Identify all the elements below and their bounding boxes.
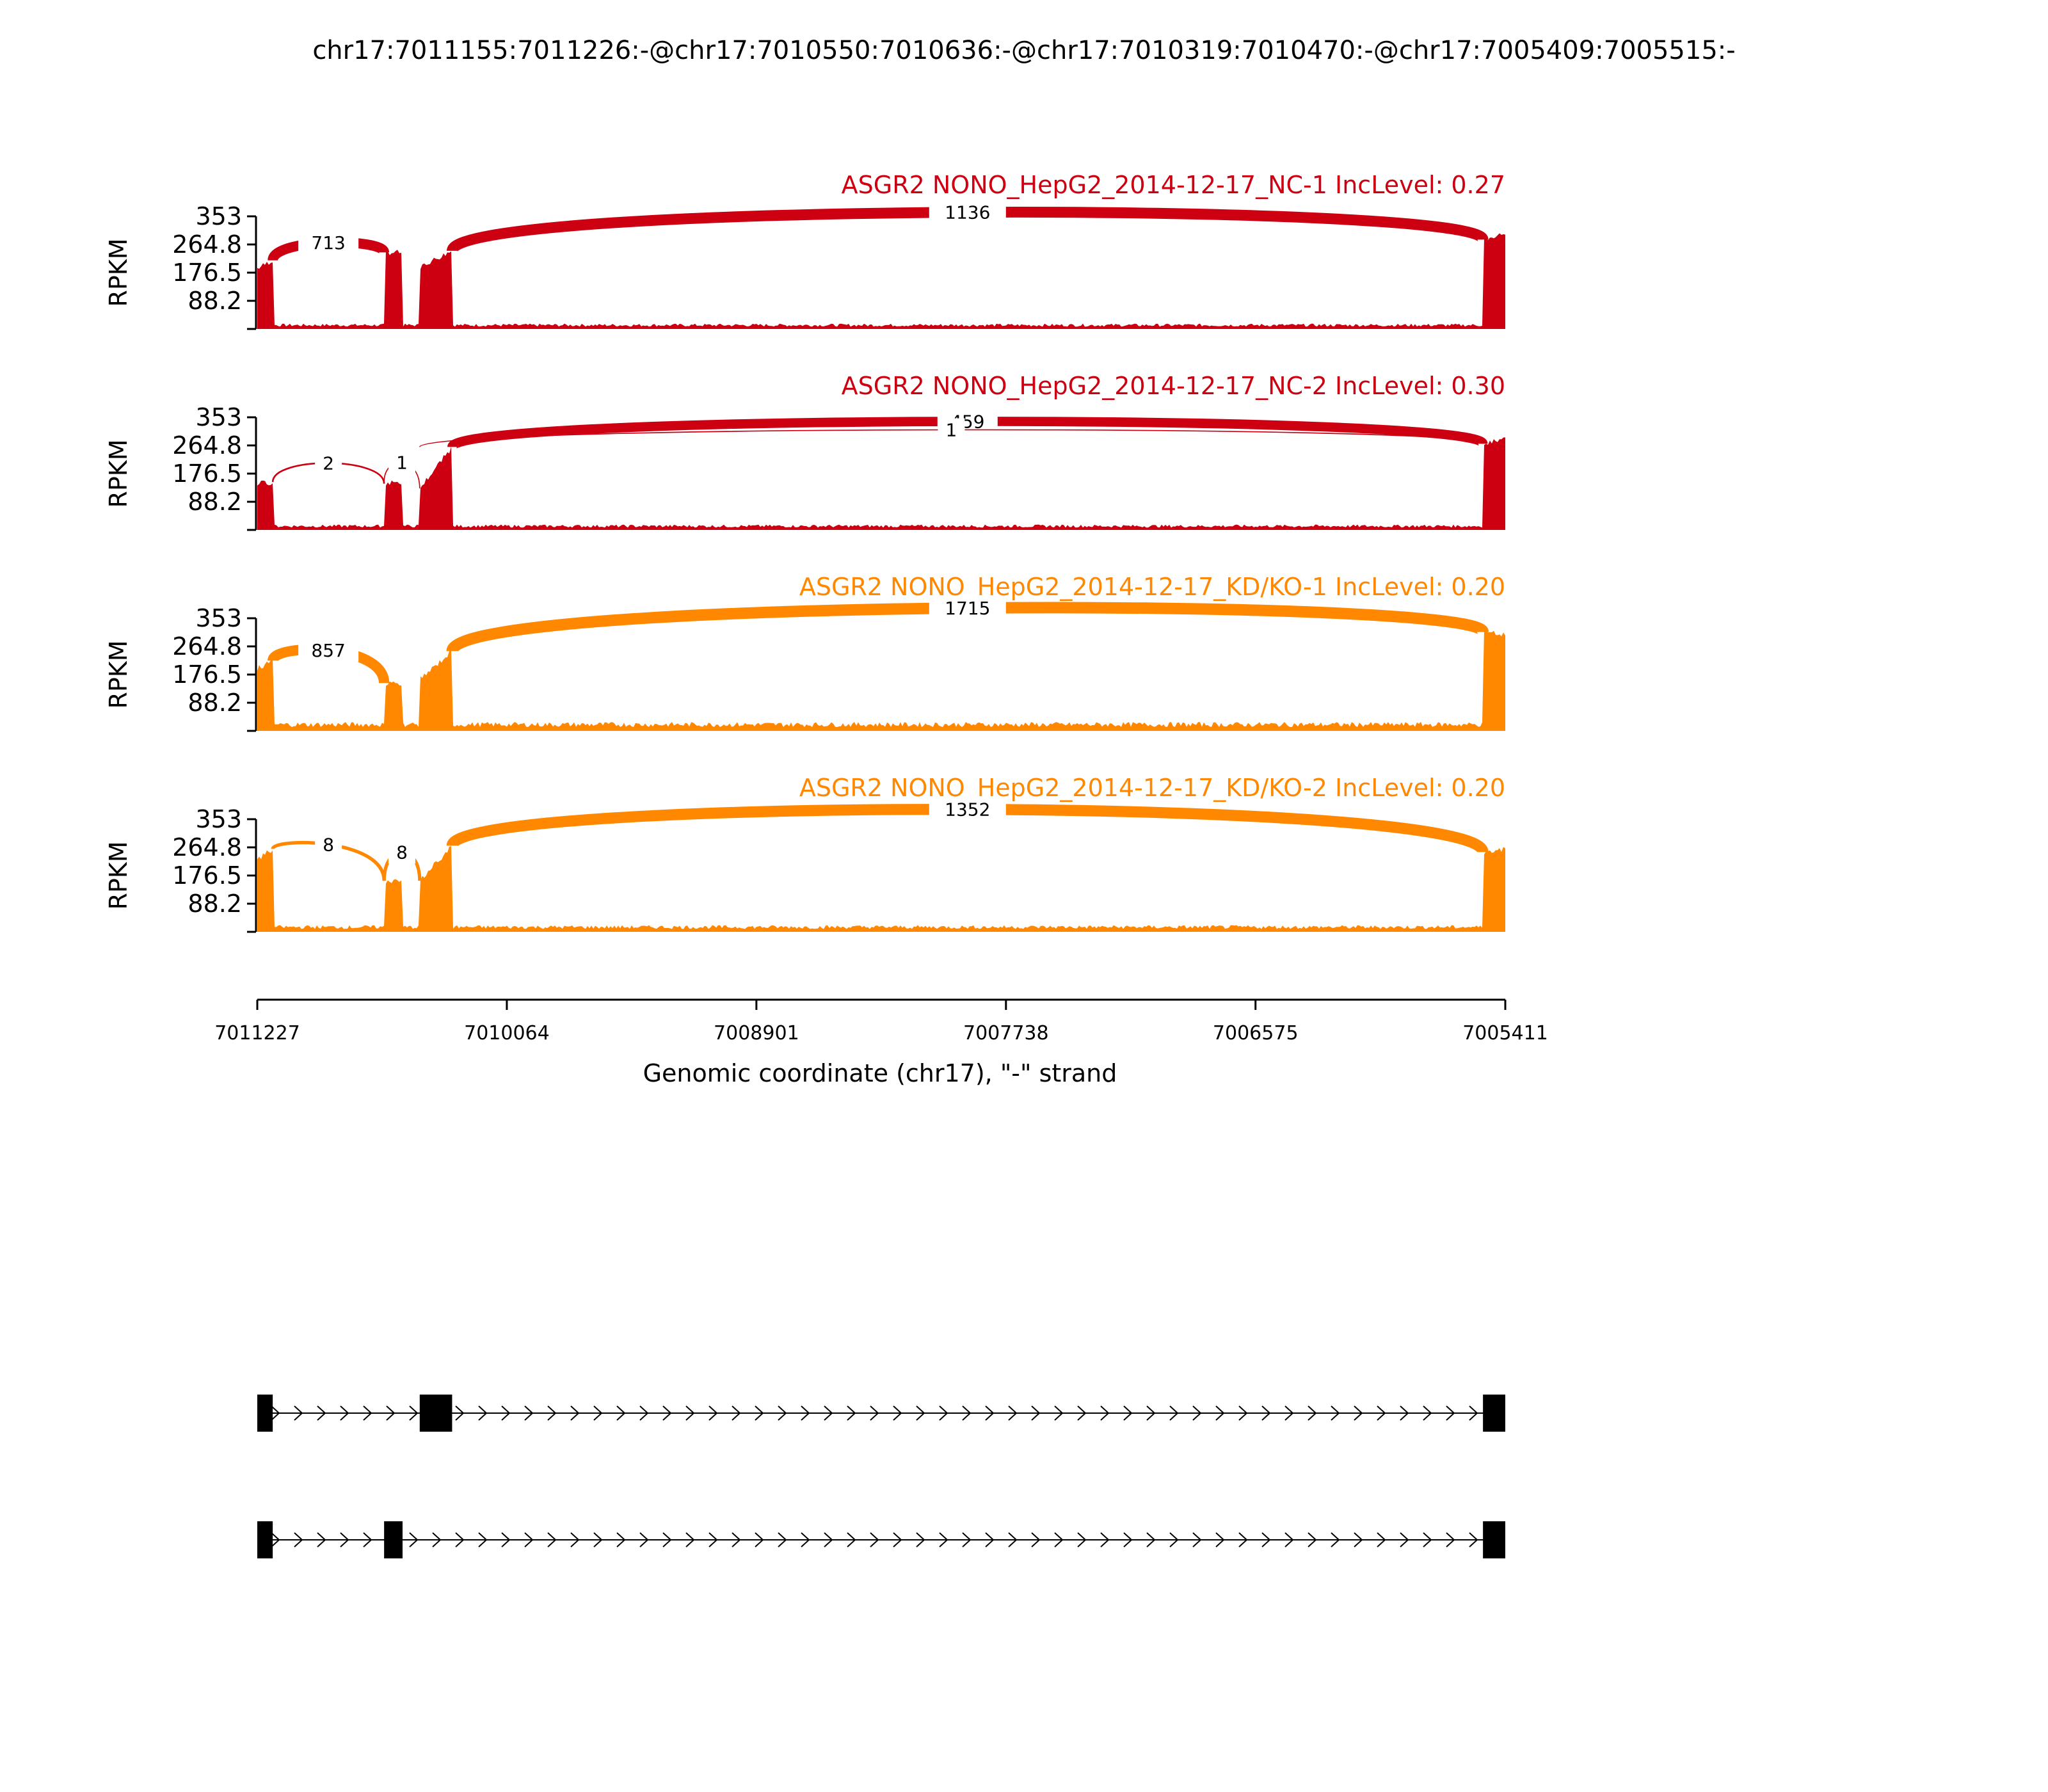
junction-label-bg [315, 833, 342, 856]
coverage-area [257, 233, 1505, 329]
junction-read-count: 857 [311, 640, 345, 661]
y-tick-label: 264.8 [172, 833, 242, 861]
isoform-2 [257, 1521, 1505, 1558]
exon-block [419, 1395, 452, 1432]
junction-label-bg [388, 451, 415, 474]
junction-label-bg [929, 200, 1006, 224]
junction-read-count: 1136 [945, 202, 990, 223]
exon-block [1483, 1521, 1505, 1558]
x-tick-label: 7005411 [1462, 1022, 1548, 1044]
panel-label: ASGR2 NONO_HepG2_2014-12-17_NC-2 IncLeve… [842, 372, 1505, 400]
strand-arrows [271, 1405, 1478, 1421]
y-tick-label: 176.5 [172, 259, 242, 287]
x-axis: Genomic coordinate (chr17), "-" strand 7… [214, 998, 1548, 1087]
junction-read-count: 1352 [945, 799, 990, 820]
junction-label-bg [938, 418, 965, 442]
y-tick-label: 353 [195, 604, 242, 632]
y-tick-label: 176.5 [172, 861, 242, 890]
junction-read-count: 8 [323, 835, 334, 856]
exon-block [384, 1521, 403, 1558]
coverage-area [257, 630, 1505, 731]
figure-title: chr17:7011155:7011226:-@chr17:7010550:70… [312, 36, 1735, 65]
y-tick-label: 353 [195, 403, 242, 431]
junction-label-bg [298, 231, 359, 255]
junction-label-bg [298, 639, 359, 662]
panel-label: ASGR2 NONO_HepG2_2014-12-17_NC-1 IncLeve… [842, 171, 1505, 199]
exon-block [1483, 1395, 1505, 1432]
y-tick-label: 176.5 [172, 460, 242, 488]
x-tick-label: 7008901 [714, 1022, 799, 1044]
junction-read-count: 2 [323, 453, 334, 474]
panel-label: ASGR2 NONO_HepG2_2014-12-17_KD/KO-1 IncL… [799, 573, 1505, 601]
coverage-panels: ASGR2 NONO_HepG2_2014-12-17_NC-1 IncLeve… [104, 171, 1505, 933]
y-axis-label: RPKM [104, 640, 132, 708]
isoform-1 [257, 1395, 1505, 1432]
y-axis-label: RPKM [104, 238, 132, 307]
panel-3: ASGR2 NONO_HepG2_2014-12-17_KD/KO-1 IncL… [104, 573, 1505, 732]
junction-read-count: 1715 [945, 598, 990, 619]
coverage-area [257, 437, 1505, 530]
panel-label: ASGR2 NONO_HepG2_2014-12-17_KD/KO-2 IncL… [799, 774, 1505, 802]
exon-block [257, 1395, 273, 1432]
x-axis-label: Genomic coordinate (chr17), "-" strand [643, 1059, 1117, 1087]
y-tick-label: 176.5 [172, 660, 242, 689]
x-tick-label: 7011227 [214, 1022, 300, 1044]
y-tick-label: 264.8 [172, 431, 242, 460]
panel-2: ASGR2 NONO_HepG2_2014-12-17_NC-2 IncLeve… [104, 372, 1505, 531]
y-tick-label: 88.2 [188, 890, 242, 918]
y-tick-label: 88.2 [188, 488, 242, 516]
junction-read-count: 1 [396, 452, 408, 474]
y-tick-label: 264.8 [172, 230, 242, 259]
panel-4: ASGR2 NONO_HepG2_2014-12-17_KD/KO-2 IncL… [104, 774, 1505, 933]
y-tick-label: 88.2 [188, 287, 242, 315]
x-tick-label: 7010064 [464, 1022, 550, 1044]
panel-1: ASGR2 NONO_HepG2_2014-12-17_NC-1 IncLeve… [104, 171, 1505, 330]
isoform-tracks [257, 1395, 1505, 1558]
x-tick-label: 7006575 [1213, 1022, 1299, 1044]
y-axis-label: RPKM [104, 439, 132, 508]
junction-label-bg [929, 797, 1006, 821]
junction-read-count: 1 [946, 420, 957, 441]
junction-label-bg [388, 840, 415, 864]
y-axis-label: RPKM [104, 841, 132, 909]
junction-read-count: 713 [311, 232, 345, 253]
junction-label-bg [315, 451, 342, 475]
x-tick-label: 7007738 [963, 1022, 1049, 1044]
y-tick-label: 264.8 [172, 632, 242, 660]
coverage-area [257, 846, 1505, 932]
junction-label-bg [929, 596, 1006, 620]
y-tick-label: 353 [195, 805, 242, 833]
junction-read-count: 8 [396, 842, 408, 863]
y-tick-label: 353 [195, 202, 242, 230]
y-tick-label: 88.2 [188, 689, 242, 717]
exon-block [257, 1521, 273, 1558]
